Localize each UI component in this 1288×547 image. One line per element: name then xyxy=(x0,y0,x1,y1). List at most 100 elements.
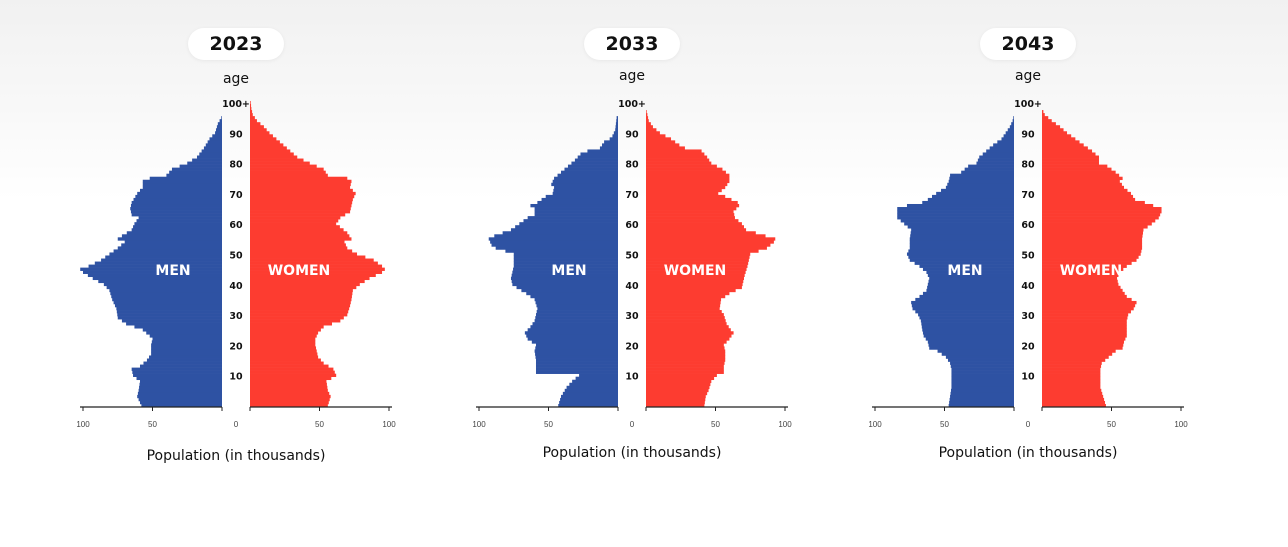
bar-women xyxy=(250,313,348,317)
bar-women xyxy=(250,331,319,335)
bar-women xyxy=(250,352,318,356)
year-badge-2033: 2033 xyxy=(584,28,680,60)
bar-women xyxy=(1042,355,1109,359)
bar-men xyxy=(922,267,1014,271)
x-tick-label: 100 xyxy=(868,420,882,429)
bar-women xyxy=(646,255,750,259)
bar-women xyxy=(646,364,724,368)
bar-women xyxy=(250,400,329,405)
bar-women xyxy=(1042,170,1116,174)
bar-women xyxy=(250,255,366,259)
bar-men xyxy=(113,300,222,305)
x-tick-label: 50 xyxy=(1107,420,1116,429)
bar-men xyxy=(116,310,222,314)
bar-women xyxy=(250,173,328,178)
bar-men xyxy=(139,385,222,390)
bar-women xyxy=(1042,131,1068,135)
bar-women xyxy=(646,207,737,211)
bar-men xyxy=(609,137,618,141)
bar-women xyxy=(250,143,284,147)
bar-men xyxy=(567,164,618,168)
bar-women xyxy=(250,237,352,241)
bar-women xyxy=(646,240,774,244)
bar-women xyxy=(1042,216,1159,220)
bar-women xyxy=(250,210,351,214)
bar-men xyxy=(925,337,1014,341)
bar-women xyxy=(646,379,712,384)
bar-men xyxy=(502,231,618,235)
bar-women xyxy=(1042,285,1121,290)
bar-women xyxy=(250,258,374,262)
bar-men xyxy=(139,382,222,387)
bar-men xyxy=(207,140,222,144)
bar-men xyxy=(535,364,618,368)
bar-men xyxy=(203,146,222,150)
bar-men xyxy=(927,285,1014,290)
bar-women xyxy=(646,316,725,320)
bar-men xyxy=(993,143,1014,147)
bar-men xyxy=(968,164,1014,168)
bar-men xyxy=(989,146,1014,150)
bar-men xyxy=(575,376,618,381)
x-axis-title: Population (in thousands) xyxy=(542,445,722,461)
bar-women xyxy=(646,276,744,281)
bar-men xyxy=(564,167,618,171)
bar-men xyxy=(136,376,222,381)
bar-men xyxy=(906,203,1014,208)
bar-women xyxy=(1042,288,1123,293)
x-tick-label: 100 xyxy=(778,420,792,429)
bar-women xyxy=(250,394,331,399)
age-tick-label: 80 xyxy=(1021,160,1035,171)
bar-men xyxy=(130,207,222,211)
bar-women xyxy=(646,128,657,132)
bar-women xyxy=(250,310,349,314)
bar-men xyxy=(897,216,1014,220)
bar-men xyxy=(951,382,1014,387)
bar-women xyxy=(250,391,330,396)
age-tick-label: 20 xyxy=(625,341,639,352)
bar-men xyxy=(919,294,1014,299)
bar-women xyxy=(1042,303,1136,308)
bar-women xyxy=(1042,276,1118,281)
bar-women xyxy=(250,176,348,181)
bar-men xyxy=(513,252,618,256)
bar-men xyxy=(926,270,1014,274)
bar-women xyxy=(250,385,328,390)
bar-women xyxy=(646,225,744,229)
bar-men xyxy=(109,252,222,256)
bar-women xyxy=(646,370,724,374)
bar-women xyxy=(1042,237,1143,241)
bar-women xyxy=(1042,116,1049,120)
bar-men xyxy=(142,185,222,190)
bar-men xyxy=(904,222,1014,226)
bar-women xyxy=(250,264,383,268)
bar-men xyxy=(615,125,618,129)
bar-men xyxy=(923,334,1014,338)
bar-men xyxy=(209,137,222,141)
bar-women xyxy=(1042,252,1141,256)
bar-men xyxy=(151,349,222,353)
bar-men xyxy=(587,149,618,153)
bar-women xyxy=(250,222,337,226)
bar-men xyxy=(977,158,1014,162)
bar-women xyxy=(1042,370,1101,374)
x-tick-label: 100 xyxy=(1174,420,1188,429)
bar-women xyxy=(1042,164,1108,168)
bar-women xyxy=(250,107,252,111)
bar-women xyxy=(1042,246,1143,250)
women-label: WOMEN xyxy=(1060,263,1123,279)
bar-men xyxy=(986,149,1014,153)
bar-women xyxy=(1042,361,1102,365)
bar-women xyxy=(250,319,341,323)
bar-men xyxy=(221,116,222,120)
bar-women xyxy=(250,234,350,238)
bar-men xyxy=(1011,122,1014,126)
bar-men xyxy=(545,194,618,199)
age-tick-label: 40 xyxy=(1021,281,1035,292)
bar-men xyxy=(134,325,222,329)
bar-women xyxy=(1042,207,1162,211)
bar-men xyxy=(215,128,222,132)
bar-women xyxy=(250,270,383,274)
age-tick-label: 90 xyxy=(229,129,243,140)
age-tick-label: 30 xyxy=(229,311,243,322)
